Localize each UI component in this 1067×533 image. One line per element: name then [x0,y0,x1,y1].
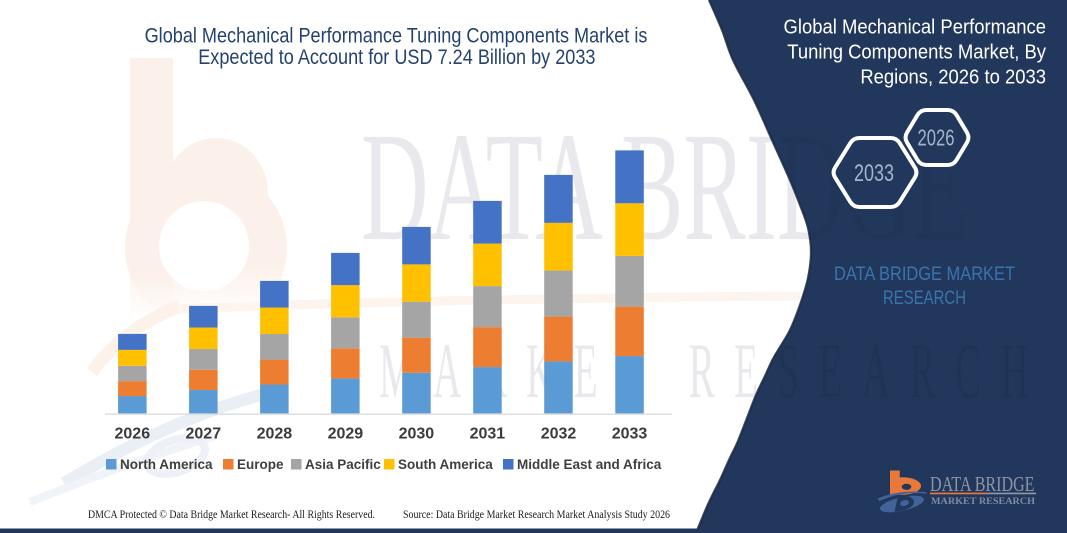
svg-text:MARKET RESEARCH: MARKET RESEARCH [931,497,1036,507]
svg-text:2026: 2026 [115,426,151,443]
svg-text:2027: 2027 [186,426,222,443]
svg-text:Global Mechanical Performance: Global Mechanical Performance Tuning Com… [145,24,648,48]
svg-text:DATA BRIDGE MARKET: DATA BRIDGE MARKET [834,264,1015,285]
svg-text:2033: 2033 [612,426,648,443]
svg-text:Regions, 2026 to 2033: Regions, 2026 to 2033 [860,66,1046,89]
svg-text:DATA BRIDGE: DATA BRIDGE [930,472,1035,496]
svg-text:Tuning Components Market, By: Tuning Components Market, By [787,41,1046,64]
svg-text:North America: North America [120,457,213,472]
svg-text:2028: 2028 [257,426,293,443]
svg-text:2029: 2029 [328,426,364,443]
svg-text:2030: 2030 [399,426,435,443]
svg-text:Middle East and Africa: Middle East and Africa [517,457,662,472]
svg-text:Asia Pacific: Asia Pacific [305,457,381,472]
svg-text:RESEARCH: RESEARCH [883,288,966,309]
svg-text:2033: 2033 [854,160,894,187]
svg-text:2031: 2031 [470,426,506,443]
svg-text:Global Mechanical Performance: Global Mechanical Performance [783,16,1046,39]
svg-text:2032: 2032 [541,426,577,443]
svg-text:DMCA Protected © Data Bridge M: DMCA Protected © Data Bridge Market Rese… [88,509,375,521]
svg-text:Europe: Europe [237,457,284,472]
svg-text:2026: 2026 [918,125,955,151]
svg-text:DATA BRIDGE: DATA BRIDGE [361,100,969,273]
svg-text:South America: South America [398,457,493,472]
svg-text:Expected to Account for USD 7.: Expected to Account for USD 7.24 Billion… [198,46,595,70]
svg-text:Source: Data Bridge Market Res: Source: Data Bridge Market Research Mark… [403,509,670,521]
